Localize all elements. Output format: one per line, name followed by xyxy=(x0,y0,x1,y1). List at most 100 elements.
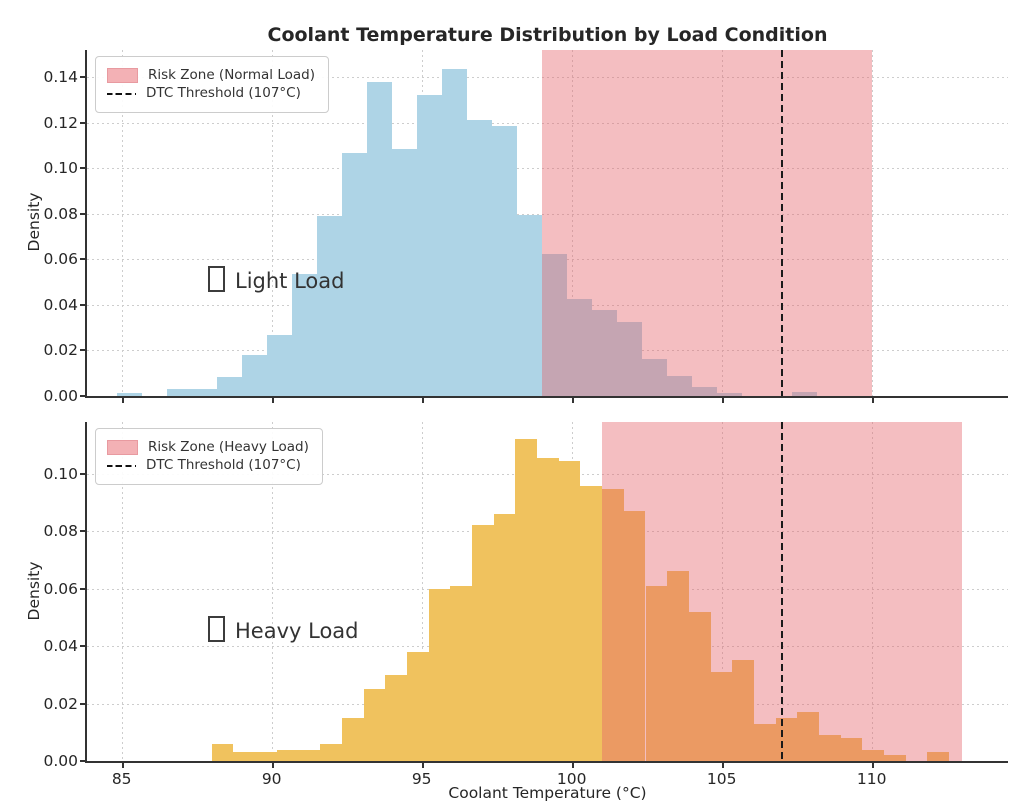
y-tick-mark xyxy=(80,167,85,170)
x-tick-label: 110 xyxy=(856,770,887,788)
histogram-bar xyxy=(233,752,256,761)
risk-zone-swatch-icon xyxy=(107,440,138,455)
histogram-bar xyxy=(617,322,643,396)
y-tick-mark xyxy=(80,472,85,475)
histogram-bar xyxy=(542,253,568,396)
histogram-bar xyxy=(342,153,368,396)
y-axis-label: Density xyxy=(25,192,43,252)
gridline-vertical xyxy=(271,422,273,761)
histogram-bar xyxy=(692,387,718,396)
x-tick-mark xyxy=(121,398,124,403)
legend-entry: DTC Threshold (107°C) xyxy=(107,86,315,101)
histogram-bar xyxy=(211,743,234,761)
histogram-bar xyxy=(317,216,343,396)
missing-glyph-icon xyxy=(208,616,225,642)
histogram-bar xyxy=(517,214,543,396)
histogram-bar xyxy=(792,392,818,396)
legend-label: Risk Zone (Heavy Load) xyxy=(148,438,309,455)
y-tick-label: 0.02 xyxy=(43,341,78,360)
histogram-bar xyxy=(341,717,364,761)
histogram-bar xyxy=(717,392,743,396)
y-tick-label: 0.10 xyxy=(43,464,78,483)
x-tick-label: 100 xyxy=(556,770,587,788)
condition-annotation: Heavy Load xyxy=(208,616,359,643)
y-tick-mark xyxy=(80,349,85,352)
dtc-threshold-line xyxy=(780,422,783,761)
legend-box: Risk Zone (Normal Load) DTC Threshold (10… xyxy=(95,56,329,113)
histogram-bar xyxy=(267,335,293,396)
y-tick-label: 0.14 xyxy=(43,68,78,87)
legend-entry: Risk Zone (Normal Load) xyxy=(107,68,315,83)
histogram-bar xyxy=(442,68,468,396)
histogram-bar xyxy=(667,571,689,761)
legend-label: DTC Threshold (107°C) xyxy=(146,457,301,473)
y-tick-mark xyxy=(80,530,85,533)
histogram-bar xyxy=(292,274,318,396)
y-tick-label: 0.06 xyxy=(43,579,78,598)
legend-box: Risk Zone (Heavy Load) DTC Threshold (107… xyxy=(95,428,323,485)
y-tick-label: 0.00 xyxy=(43,752,78,770)
gridline-horizontal xyxy=(87,168,1008,170)
y-tick-label: 0.02 xyxy=(43,694,78,713)
histogram-bar xyxy=(417,94,443,396)
histogram-bar xyxy=(276,749,299,761)
y-tick-mark xyxy=(80,702,85,705)
y-tick-label: 0.08 xyxy=(43,522,78,541)
histogram-bar xyxy=(642,358,668,396)
x-axis-spine xyxy=(85,761,1008,763)
histogram-bar xyxy=(167,388,193,396)
x-tick-mark xyxy=(721,398,724,403)
x-tick-label: 85 xyxy=(111,770,132,788)
histogram-bar xyxy=(428,588,451,761)
histogram-bar xyxy=(862,749,885,761)
gridline-vertical xyxy=(871,422,873,761)
x-tick-label: 90 xyxy=(261,770,282,788)
annotation-text: Heavy Load xyxy=(235,619,359,643)
x-tick-label: 105 xyxy=(706,770,737,788)
y-tick-mark xyxy=(80,645,85,648)
gridline-vertical xyxy=(121,50,123,396)
gridline-vertical xyxy=(121,422,123,761)
gridline-vertical xyxy=(421,422,423,761)
gridline-vertical xyxy=(721,50,723,396)
histogram-bar xyxy=(192,388,218,396)
y-axis-spine xyxy=(85,50,87,398)
histogram-bar xyxy=(710,671,733,761)
histogram-bar xyxy=(667,375,693,396)
gridline-vertical xyxy=(571,50,573,396)
histogram-bar xyxy=(217,376,243,396)
risk-zone xyxy=(541,50,872,396)
gridline-horizontal xyxy=(87,122,1008,124)
gridline-horizontal xyxy=(87,213,1008,215)
histogram-bar xyxy=(450,585,472,761)
y-tick-label: 0.08 xyxy=(43,204,78,223)
y-tick-label: 0.04 xyxy=(43,637,78,656)
histogram-bar xyxy=(797,712,820,761)
histogram-bar xyxy=(363,689,386,761)
y-tick-mark xyxy=(80,303,85,306)
y-tick-mark xyxy=(80,121,85,124)
histogram-bar xyxy=(385,674,407,761)
x-tick-mark xyxy=(721,763,724,768)
risk-zone-swatch-icon xyxy=(107,68,138,83)
y-tick-mark xyxy=(80,587,85,590)
dashed-line-swatch-icon xyxy=(107,92,136,95)
annotation-text: Light Load xyxy=(235,269,345,293)
y-tick-label: 0.12 xyxy=(43,113,78,132)
y-axis-spine xyxy=(85,422,87,763)
histogram-bar xyxy=(467,120,493,396)
x-tick-mark xyxy=(871,763,874,768)
histogram-bar xyxy=(884,755,906,761)
y-tick-mark xyxy=(80,258,85,261)
x-axis-label: Coolant Temperature (°C) xyxy=(448,784,647,802)
histogram-bar xyxy=(493,513,516,761)
histogram-bar xyxy=(623,511,646,761)
histogram-bar xyxy=(558,460,581,761)
histogram-bar xyxy=(392,149,418,396)
dtc-threshold-line xyxy=(780,50,783,396)
y-tick-mark xyxy=(80,760,85,762)
gridline-vertical xyxy=(271,50,273,396)
y-tick-label: 0.04 xyxy=(43,295,78,314)
histogram-bar xyxy=(688,611,711,761)
